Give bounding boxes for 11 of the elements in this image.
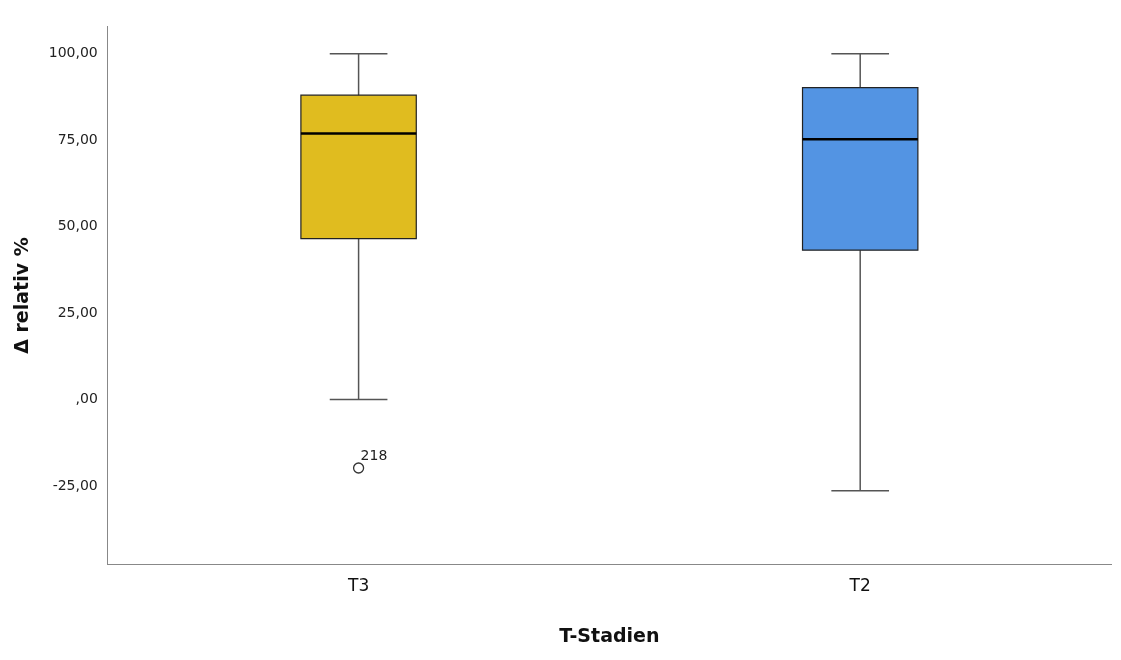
y-tick-label: ,00 [75, 390, 98, 407]
y-axis-title: Δ relativ % [10, 237, 33, 354]
y-tick-label: 50,00 [57, 217, 98, 234]
annotation: 218 [360, 446, 388, 463]
x-tick-label: T3 [346, 575, 370, 596]
y-tick-label: 25,00 [57, 303, 98, 320]
y-tick-label: 75,00 [57, 130, 98, 147]
y-tick-label: 100,00 [48, 44, 98, 61]
x-tick-label: T2 [848, 575, 871, 596]
x-axis-title: T-Stadien [559, 623, 660, 646]
y-tick-label: -25,00 [52, 476, 98, 493]
